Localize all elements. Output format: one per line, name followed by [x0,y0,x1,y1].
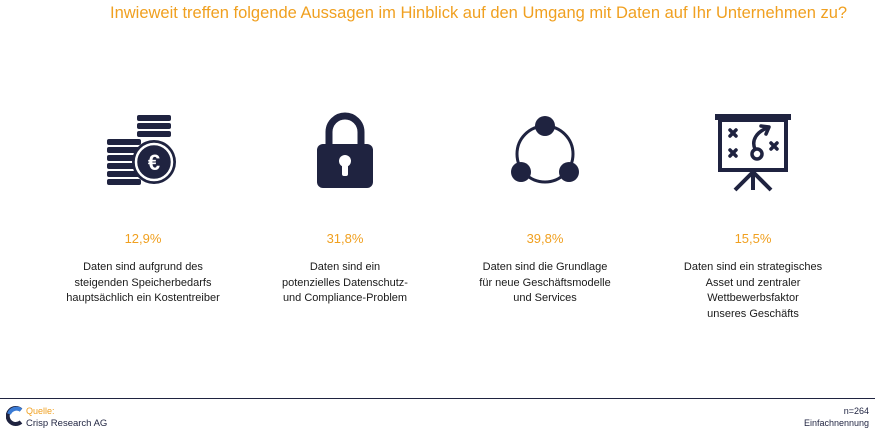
percentage-value: 31,8% [326,231,364,246]
chart-title: Inwieweit treffen folgende Aussagen im H… [110,4,848,22]
svg-text:€: € [148,150,160,175]
percentage-value: 39,8% [526,231,564,246]
statement-text: Daten sind aufgrund des steigenden Speic… [66,261,220,304]
source-label: Quelle: [26,406,55,416]
padlock-icon [313,110,377,195]
crisp-logo-icon [5,405,24,432]
cycle-network-icon [505,110,585,195]
answer-type: Einfachnennung [803,418,869,428]
statement-text: Daten sind die Grundlage für neue Geschä… [479,261,611,304]
source-name: Crisp Research AG [26,418,108,429]
statement-text: Daten sind ein strategisches Asset und z… [683,261,823,320]
strategy-board-icon [713,110,793,197]
euro-coins-icon: € [105,110,181,195]
footer-divider [0,398,875,399]
sample-size: n=264 [843,406,869,416]
percentage-value: 12,9% [124,231,162,246]
statement-text: Daten sind ein potenzielles Datenschutz-… [282,261,408,304]
percentage-value: 15,5% [734,231,772,246]
